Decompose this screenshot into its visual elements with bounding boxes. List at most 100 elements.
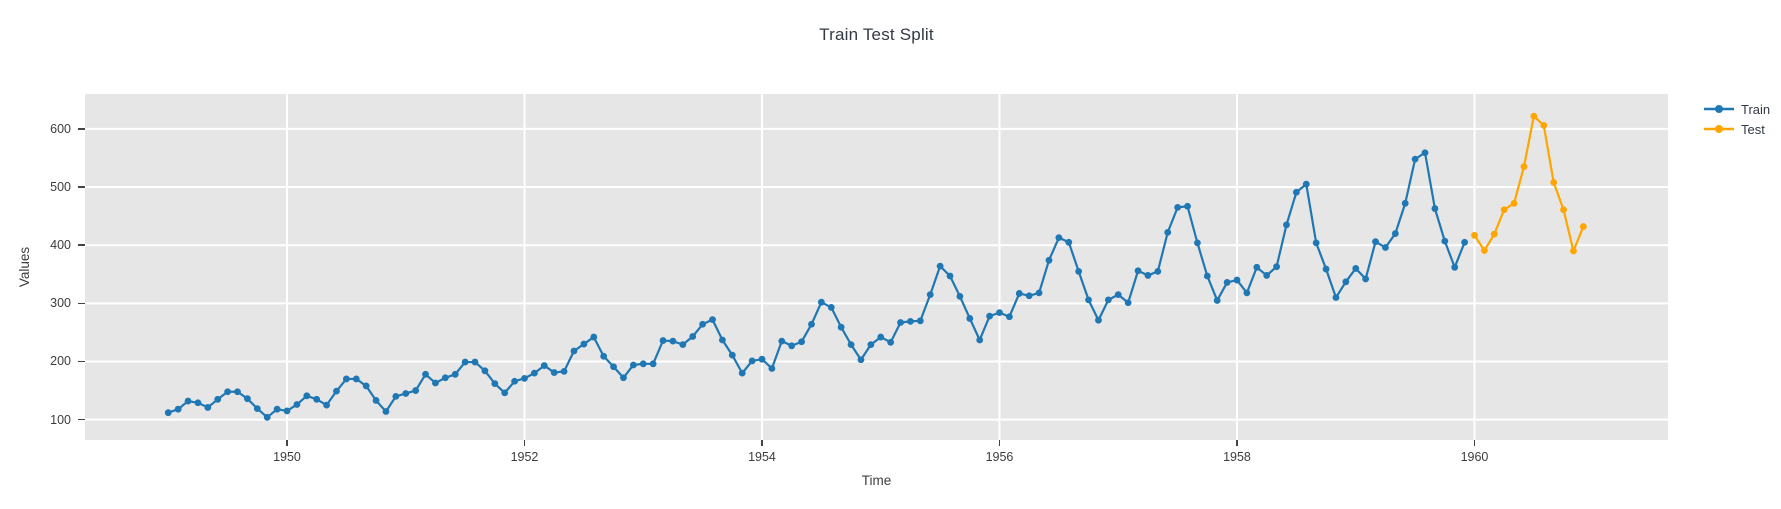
train-marker[interactable] bbox=[1203, 272, 1211, 280]
train-marker[interactable] bbox=[224, 388, 232, 396]
train-marker[interactable] bbox=[976, 336, 984, 344]
test-marker[interactable] bbox=[1530, 112, 1538, 120]
train-marker[interactable] bbox=[1144, 272, 1152, 279]
train-marker[interactable] bbox=[1114, 291, 1122, 299]
train-marker[interactable] bbox=[728, 351, 736, 359]
train-marker[interactable] bbox=[481, 367, 489, 375]
train-marker[interactable] bbox=[471, 358, 479, 366]
train-marker[interactable] bbox=[560, 367, 568, 375]
train-marker[interactable] bbox=[590, 333, 598, 341]
train-marker[interactable] bbox=[214, 395, 222, 403]
train-marker[interactable] bbox=[817, 298, 825, 306]
train-marker[interactable] bbox=[174, 405, 182, 413]
train-marker[interactable] bbox=[1283, 221, 1290, 229]
train-marker[interactable] bbox=[234, 388, 241, 396]
train-marker[interactable] bbox=[986, 312, 993, 320]
train-marker[interactable] bbox=[1362, 275, 1370, 283]
train-marker[interactable] bbox=[926, 291, 934, 299]
train-marker[interactable] bbox=[679, 341, 687, 349]
train-marker[interactable] bbox=[916, 317, 924, 325]
test-marker[interactable] bbox=[1471, 231, 1478, 239]
train-marker[interactable] bbox=[1243, 289, 1251, 297]
train-marker[interactable] bbox=[550, 369, 558, 376]
train-marker[interactable] bbox=[966, 315, 974, 322]
train-marker[interactable] bbox=[778, 337, 786, 345]
train-marker[interactable] bbox=[748, 357, 756, 365]
train-marker[interactable] bbox=[1104, 296, 1112, 304]
train-marker[interactable] bbox=[857, 356, 865, 364]
test-marker[interactable] bbox=[1570, 247, 1577, 255]
train-marker[interactable] bbox=[362, 382, 370, 390]
train-marker[interactable] bbox=[1391, 230, 1399, 237]
train-marker[interactable] bbox=[1292, 188, 1300, 196]
test-marker[interactable] bbox=[1500, 206, 1508, 214]
train-marker[interactable] bbox=[530, 369, 538, 377]
train-marker[interactable] bbox=[758, 355, 766, 363]
test-marker[interactable] bbox=[1579, 223, 1587, 230]
train-marker[interactable] bbox=[1253, 263, 1261, 271]
train-marker[interactable] bbox=[273, 405, 281, 413]
train-marker[interactable] bbox=[293, 401, 301, 408]
train-marker[interactable] bbox=[580, 340, 588, 348]
train-marker[interactable] bbox=[1302, 180, 1310, 188]
train-marker[interactable] bbox=[867, 341, 875, 349]
train-marker[interactable] bbox=[323, 401, 330, 409]
train-marker[interactable] bbox=[600, 352, 608, 360]
train-marker[interactable] bbox=[837, 323, 845, 331]
train-marker[interactable] bbox=[1005, 313, 1013, 321]
train-marker[interactable] bbox=[184, 397, 192, 405]
train-marker[interactable] bbox=[412, 387, 420, 394]
train-marker[interactable] bbox=[1174, 203, 1182, 211]
train-marker[interactable] bbox=[620, 374, 627, 382]
test-marker[interactable] bbox=[1490, 230, 1498, 238]
train-marker[interactable] bbox=[738, 369, 746, 377]
train-marker[interactable] bbox=[709, 316, 716, 324]
train-marker[interactable] bbox=[719, 336, 726, 344]
train-marker[interactable] bbox=[936, 262, 944, 270]
test-marker[interactable] bbox=[1540, 122, 1548, 129]
train-marker[interactable] bbox=[491, 380, 499, 387]
test-marker[interactable] bbox=[1480, 247, 1488, 254]
train-marker[interactable] bbox=[1352, 265, 1360, 272]
test-marker[interactable] bbox=[1520, 163, 1528, 171]
train-marker[interactable] bbox=[1401, 199, 1409, 207]
train-marker[interactable] bbox=[1263, 272, 1271, 279]
test-marker[interactable] bbox=[1560, 206, 1567, 214]
train-marker[interactable] bbox=[669, 337, 677, 345]
plot-area[interactable] bbox=[85, 94, 1668, 440]
train-marker[interactable] bbox=[1075, 267, 1083, 275]
train-marker[interactable] bbox=[392, 392, 400, 400]
train-marker[interactable] bbox=[1164, 229, 1172, 236]
train-marker[interactable] bbox=[659, 337, 667, 344]
train-marker[interactable] bbox=[432, 379, 439, 387]
train-marker[interactable] bbox=[204, 404, 212, 411]
train-marker[interactable] bbox=[1015, 290, 1023, 297]
train-marker[interactable] bbox=[372, 397, 380, 404]
train-marker[interactable] bbox=[521, 374, 528, 382]
train-marker[interactable] bbox=[1025, 292, 1033, 300]
train-marker[interactable] bbox=[1411, 155, 1419, 163]
test-marker[interactable] bbox=[1510, 199, 1518, 207]
train-marker[interactable] bbox=[1451, 263, 1459, 271]
train-marker[interactable] bbox=[511, 377, 518, 385]
train-marker[interactable] bbox=[699, 320, 707, 328]
train-marker[interactable] bbox=[1134, 267, 1142, 275]
train-marker[interactable] bbox=[649, 360, 657, 368]
train-marker[interactable] bbox=[1461, 238, 1468, 246]
train-marker[interactable] bbox=[610, 363, 617, 371]
train-marker[interactable] bbox=[501, 389, 509, 397]
train-marker[interactable] bbox=[1332, 294, 1340, 301]
train-marker[interactable] bbox=[847, 341, 855, 349]
train-marker[interactable] bbox=[1431, 205, 1439, 212]
train-marker[interactable] bbox=[827, 304, 835, 311]
train-marker[interactable] bbox=[1045, 256, 1053, 264]
train-marker[interactable] bbox=[164, 409, 172, 417]
train-marker[interactable] bbox=[1342, 278, 1350, 286]
train-marker[interactable] bbox=[1065, 238, 1073, 246]
train-marker[interactable] bbox=[342, 375, 350, 383]
train-marker[interactable] bbox=[798, 338, 805, 346]
test-marker[interactable] bbox=[1550, 178, 1558, 186]
train-marker[interactable] bbox=[808, 320, 815, 328]
train-marker[interactable] bbox=[1154, 267, 1162, 275]
train-marker[interactable] bbox=[996, 309, 1003, 317]
